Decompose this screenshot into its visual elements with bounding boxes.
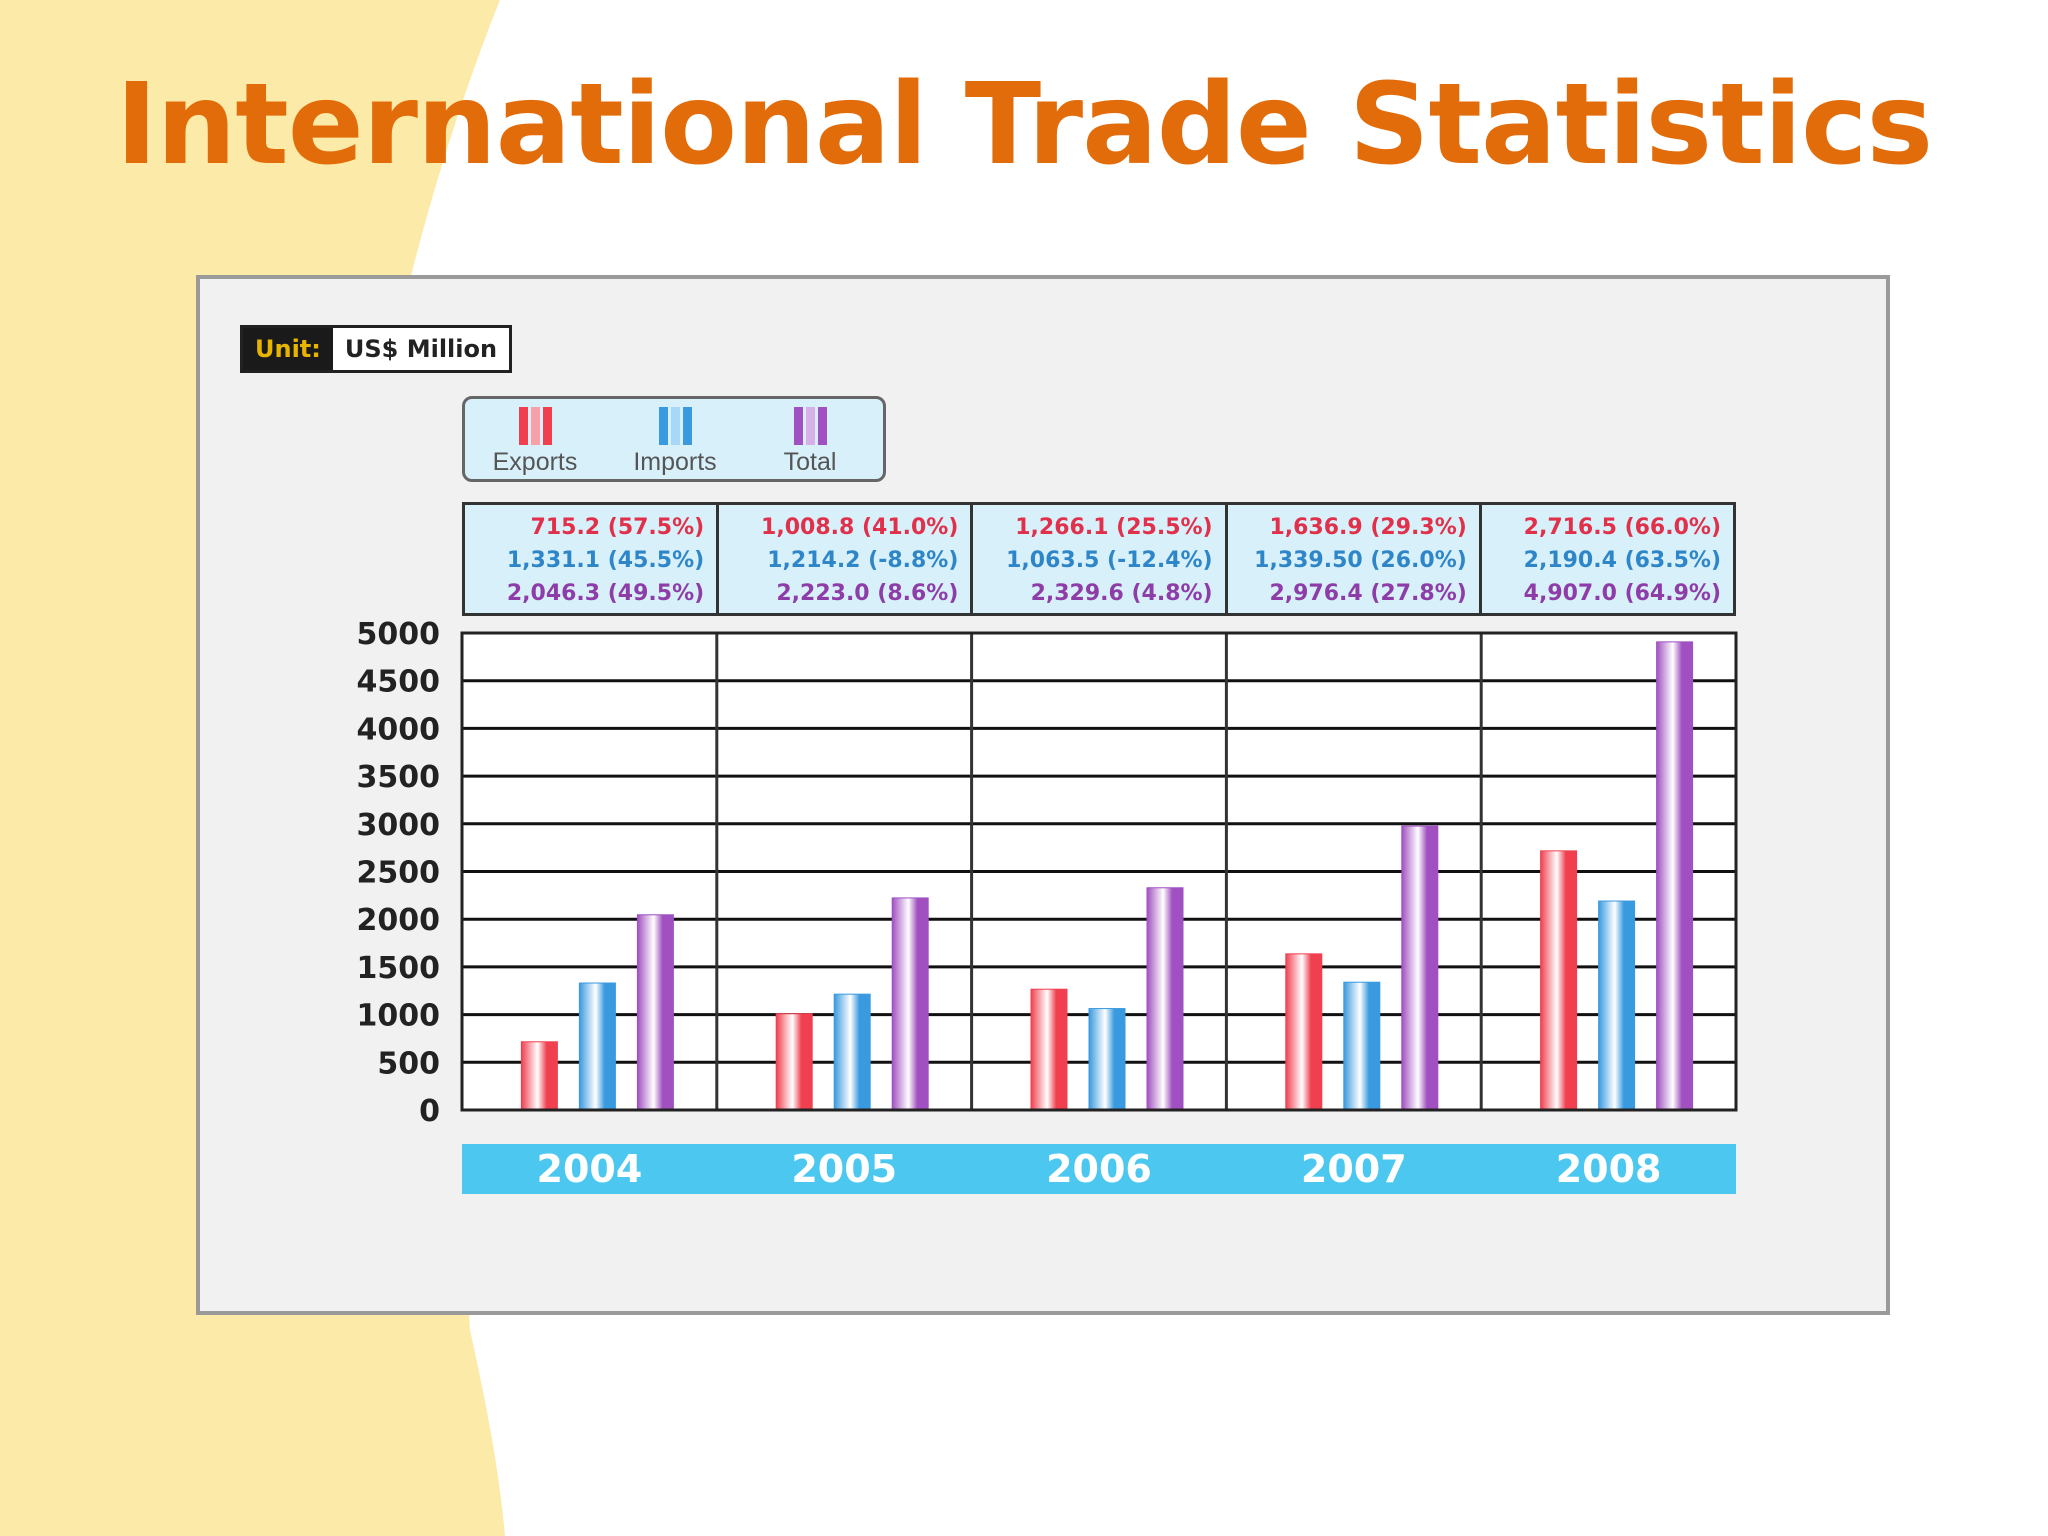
bar-exports-2007 <box>1285 953 1323 1111</box>
y-tick-label: 4000 <box>357 712 441 747</box>
summary-exports-value: 1,266.1 (25.5%) <box>1015 515 1213 540</box>
bar-total-2008 <box>1656 641 1694 1111</box>
y-tick-label: 5000 <box>357 617 441 652</box>
chart-legend: Exports Imports Total <box>462 396 886 482</box>
year-axis-band: 2004 2005 2006 2007 2008 <box>462 1144 1736 1194</box>
bar-total-2007 <box>1401 825 1439 1111</box>
x-tick-label: 2006 <box>1046 1147 1152 1191</box>
x-tick-label: 2005 <box>791 1147 898 1191</box>
summary-total-value: 4,907.0 (64.9%) <box>1523 581 1722 606</box>
summary-cell-2006: 1,266.1 (25.5%) 1,063.5 (-12.4%) 2,329.6… <box>973 505 1228 613</box>
y-tick-label: 4500 <box>357 665 441 700</box>
summary-exports-value: 2,716.5 (66.0%) <box>1523 515 1722 540</box>
bar-exports-2008 <box>1540 850 1578 1111</box>
legend-label-exports: Exports <box>492 448 578 476</box>
summary-exports-value: 715.2 (57.5%) <box>530 515 705 540</box>
slide-title: International Trade Statistics <box>115 60 1933 190</box>
x-tick-label: 2008 <box>1555 1147 1662 1191</box>
summary-imports-value: 1,214.2 (-8.8%) <box>767 548 959 573</box>
y-tick-label: 2000 <box>357 903 441 938</box>
bar-imports-2007 <box>1343 981 1381 1111</box>
total-swatch-icon <box>794 407 827 445</box>
bar-total-2006 <box>1146 887 1184 1111</box>
bar-exports-2005 <box>775 1013 813 1111</box>
legend-item-total: Total <box>750 407 870 477</box>
y-tick-label: 1000 <box>357 999 441 1034</box>
bar-imports-2008 <box>1598 900 1636 1111</box>
bar-total-2004 <box>636 914 674 1111</box>
imports-swatch-icon <box>659 407 692 445</box>
bar-imports-2004 <box>578 982 616 1111</box>
summary-total-value: 2,046.3 (49.5%) <box>506 581 705 606</box>
y-tick-label: 1500 <box>357 951 441 986</box>
summary-imports-value: 1,063.5 (-12.4%) <box>1006 548 1213 573</box>
summary-total-value: 2,329.6 (4.8%) <box>1030 581 1213 606</box>
bar-total-2005 <box>891 897 929 1111</box>
x-tick-label: 2004 <box>536 1147 643 1191</box>
summary-cell-2004: 715.2 (57.5%) 1,331.1 (45.5%) 2,046.3 (4… <box>465 505 720 613</box>
summary-total-value: 2,223.0 (8.6%) <box>776 581 959 606</box>
legend-item-exports: Exports <box>475 407 595 477</box>
summary-imports-value: 2,190.4 (63.5%) <box>1523 548 1722 573</box>
summary-imports-value: 1,339.50 (26.0%) <box>1254 548 1467 573</box>
summary-cell-2007: 1,636.9 (29.3%) 1,339.50 (26.0%) 2,976.4… <box>1228 505 1482 613</box>
bar-exports-2004 <box>520 1041 558 1111</box>
exports-swatch-icon <box>519 407 552 445</box>
chart-panel: Unit: US$ Million Exports Imports Total … <box>196 275 1890 1315</box>
bar-imports-2006 <box>1088 1008 1126 1111</box>
unit-box: Unit: US$ Million <box>240 325 513 373</box>
summary-exports-value: 1,636.9 (29.3%) <box>1269 515 1467 540</box>
bar-imports-2005 <box>833 993 871 1111</box>
legend-label-total: Total <box>783 448 837 476</box>
y-tick-label: 3000 <box>357 808 441 843</box>
unit-value: US$ Million <box>344 335 498 363</box>
y-tick-label: 500 <box>377 1046 440 1081</box>
legend-label-imports: Imports <box>633 448 717 476</box>
summary-cell-2005: 1,008.8 (41.0%) 1,214.2 (-8.8%) 2,223.0 … <box>719 505 974 613</box>
summary-cell-2008: 2,716.5 (66.0%) 2,190.4 (63.5%) 4,907.0 … <box>1482 505 1733 613</box>
y-tick-label: 2500 <box>357 856 441 891</box>
plot-frame <box>460 631 1738 1112</box>
summary-imports-value: 1,331.1 (45.5%) <box>506 548 705 573</box>
summary-table: 715.2 (57.5%) 1,331.1 (45.5%) 2,046.3 (4… <box>462 502 1736 616</box>
summary-exports-value: 1,008.8 (41.0%) <box>761 515 959 540</box>
y-tick-label: 0 <box>419 1094 440 1129</box>
bar-exports-2006 <box>1030 988 1068 1111</box>
x-tick-label: 2007 <box>1300 1147 1407 1191</box>
y-tick-label: 3500 <box>357 760 441 795</box>
unit-label: Unit: <box>243 328 333 370</box>
legend-item-imports: Imports <box>615 407 735 477</box>
summary-total-value: 2,976.4 (27.8%) <box>1269 581 1467 606</box>
